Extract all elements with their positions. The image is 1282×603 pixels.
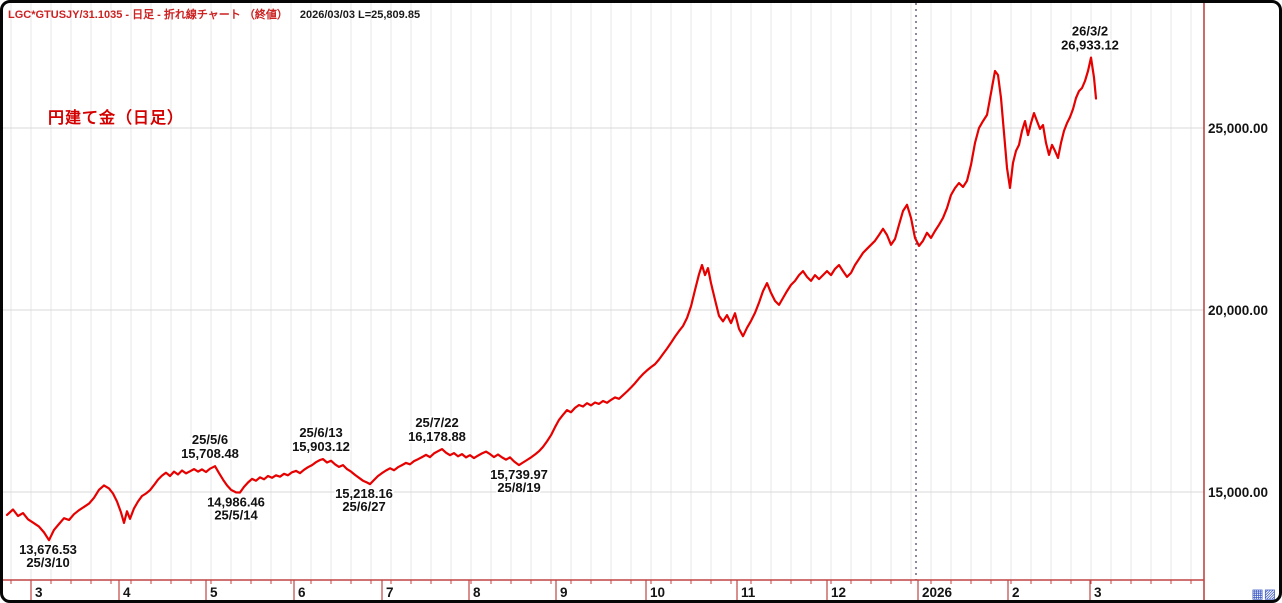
chart-title-label: 円建て金（日足）	[48, 110, 185, 127]
x-axis-label: 5	[210, 585, 218, 600]
x-axis-label: 9	[560, 585, 568, 600]
x-axis-label: 3	[35, 585, 43, 600]
annotation-text: 25/5/14	[214, 508, 258, 523]
x-axis-label: 12	[831, 585, 846, 600]
annotation-text: 25/7/22	[415, 415, 458, 430]
annotation-text: 26,933.12	[1061, 38, 1119, 53]
annotation-text: 15,903.12	[292, 439, 350, 454]
last-quote-label: 2026/03/03 L=25,809.85	[299, 9, 421, 21]
chart-header: LGC*GTUSJY/31.1035 - 日足 - 折れ線チャート （終値） 2…	[8, 6, 420, 22]
x-axis-label: 4	[123, 585, 131, 600]
annotation-text: 25/6/27	[342, 499, 385, 514]
x-axis-label: 8	[473, 585, 481, 600]
annotation-text: 25/5/6	[192, 432, 228, 447]
annotation-text: 13,676.53	[19, 542, 77, 557]
y-axis-label: 15,000.00	[1208, 485, 1268, 500]
price-line	[5, 56, 1098, 542]
x-axis-label: 6	[298, 585, 306, 600]
annotation-text: 15,739.97	[490, 467, 548, 482]
annotation-text: 25/8/19	[497, 480, 540, 495]
x-axis-label: 2026	[922, 585, 953, 600]
annotation-text: 25/3/10	[26, 555, 69, 570]
y-axis-label: 20,000.00	[1208, 303, 1268, 318]
x-axis-label: 2	[1012, 585, 1020, 600]
annotation-text: 14,986.46	[207, 495, 265, 510]
instrument-info-label: LGC*GTUSJY/31.1035 - 日足 - 折れ線チャート （終値）	[8, 9, 288, 21]
x-axis-label: 11	[741, 585, 756, 600]
x-axis-label: 10	[650, 585, 665, 600]
annotation-text: 15,218.16	[335, 486, 393, 501]
y-axis-label: 25,000.00	[1208, 121, 1268, 136]
x-axis-label: 3	[1094, 585, 1102, 600]
annotation-text: 25/6/13	[299, 425, 342, 440]
annotation-text: 15,708.48	[181, 446, 239, 461]
x-axis-label: 7	[386, 585, 394, 600]
annotation-text: 26/3/2	[1072, 24, 1108, 39]
annotation-text: 16,178.88	[408, 429, 466, 444]
watermark-logo: ▦▨	[1251, 586, 1276, 601]
price-chart: 3 4 5 6 7 8 9 10 11 12 2026 2 3 15,000.00 20,000.00 25,…	[3, 3, 1268, 600]
